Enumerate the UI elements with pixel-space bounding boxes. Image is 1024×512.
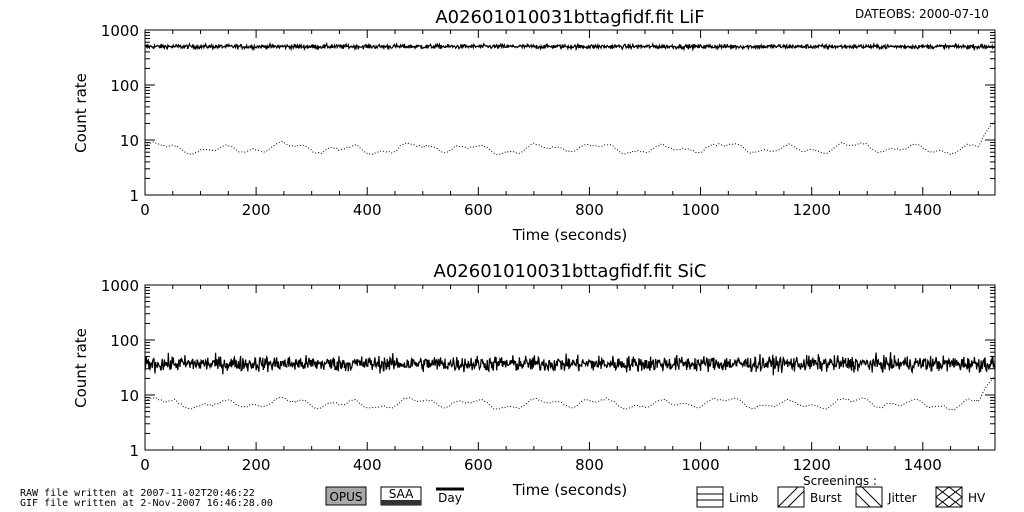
- lif-xtick-label: 1000: [681, 201, 719, 219]
- sic-xtick-label: 1000: [681, 456, 719, 474]
- sic-series-background: [144, 375, 996, 411]
- sic-panel: A02601010031bttagfidf.fit SiC Count rate…: [72, 261, 996, 499]
- sic-xtick-label: 1200: [793, 456, 831, 474]
- sic-chart-title: A02601010031bttagfidf.fit SiC: [434, 261, 707, 282]
- opus-badge: [325, 486, 367, 506]
- sic-ytick-label: 1: [129, 442, 139, 460]
- lif-ytick-label: 1000: [101, 22, 139, 40]
- lif-ytick-label: 100: [110, 77, 139, 95]
- lif-xtick-label: 0: [140, 201, 150, 219]
- lif-series-background: [144, 120, 996, 156]
- sic-xtick-label: 200: [242, 456, 271, 474]
- lif-ylabel: Count rate: [72, 73, 90, 153]
- jitter-swatch: [855, 486, 883, 508]
- lif-ytick-label: 10: [120, 132, 139, 150]
- dateobs-label: DATEOBS: 2000-07-10: [855, 7, 989, 21]
- gif-file-note: GIF file written at 2-Nov-2007 16:46:28.…: [20, 498, 273, 509]
- sic-xtick-label: 400: [353, 456, 382, 474]
- footer: RAW file written at 2007-11-02T20:46:22 …: [20, 474, 986, 509]
- sic-xtick-label: 800: [575, 456, 604, 474]
- limb-label: Limb: [729, 491, 758, 505]
- limb-swatch: [696, 486, 724, 508]
- sic-ytick-label: 10: [120, 387, 139, 405]
- sic-series-count-rate: [144, 352, 996, 376]
- burst-swatch: [777, 486, 805, 508]
- lif-xtick-label: 1400: [904, 201, 942, 219]
- lif-xtick-label: 1200: [793, 201, 831, 219]
- sic-xtick-label: 0: [140, 456, 150, 474]
- lif-xtick-label: 200: [242, 201, 271, 219]
- screening-limb: Limb: [696, 486, 758, 508]
- lif-series-count-rate: [144, 41, 996, 52]
- lif-xlabel: Time (seconds): [512, 226, 628, 244]
- lif-panel: A02601010031bttagfidf.fit LiF Count rate…: [72, 7, 996, 244]
- sic-xtick-label: 600: [464, 456, 493, 474]
- lif-ytick-label: 1: [129, 187, 139, 205]
- lif-xtick-label: 800: [575, 201, 604, 219]
- sic-ylabel: Count rate: [72, 328, 90, 408]
- burst-label: Burst: [810, 491, 842, 505]
- lif-xtick-label: 600: [464, 201, 493, 219]
- day-label: Day: [438, 491, 462, 505]
- screenings-title: Screenings :: [803, 474, 877, 488]
- jitter-label: Jitter: [887, 491, 917, 505]
- sic-ytick-label: 100: [110, 332, 139, 350]
- hv-label: HV: [968, 491, 986, 505]
- opus-label: OPUS: [329, 490, 362, 504]
- screening-jitter: Jitter: [855, 486, 917, 508]
- sic-ytick-label: 1000: [101, 277, 139, 295]
- lif-plot-frame: [144, 29, 996, 196]
- sic-xtick-label: 1400: [904, 456, 942, 474]
- sic-xlabel: Time (seconds): [512, 481, 628, 499]
- raw-file-note: RAW file written at 2007-11-02T20:46:22: [20, 488, 255, 499]
- saa-bar: [381, 500, 421, 505]
- lif-chart-title: A02601010031bttagfidf.fit LiF: [435, 7, 704, 28]
- screening-hv: HV: [935, 486, 986, 508]
- screening-burst: Burst: [777, 486, 842, 508]
- saa-label: SAA: [389, 487, 414, 501]
- lif-xtick-label: 400: [353, 201, 382, 219]
